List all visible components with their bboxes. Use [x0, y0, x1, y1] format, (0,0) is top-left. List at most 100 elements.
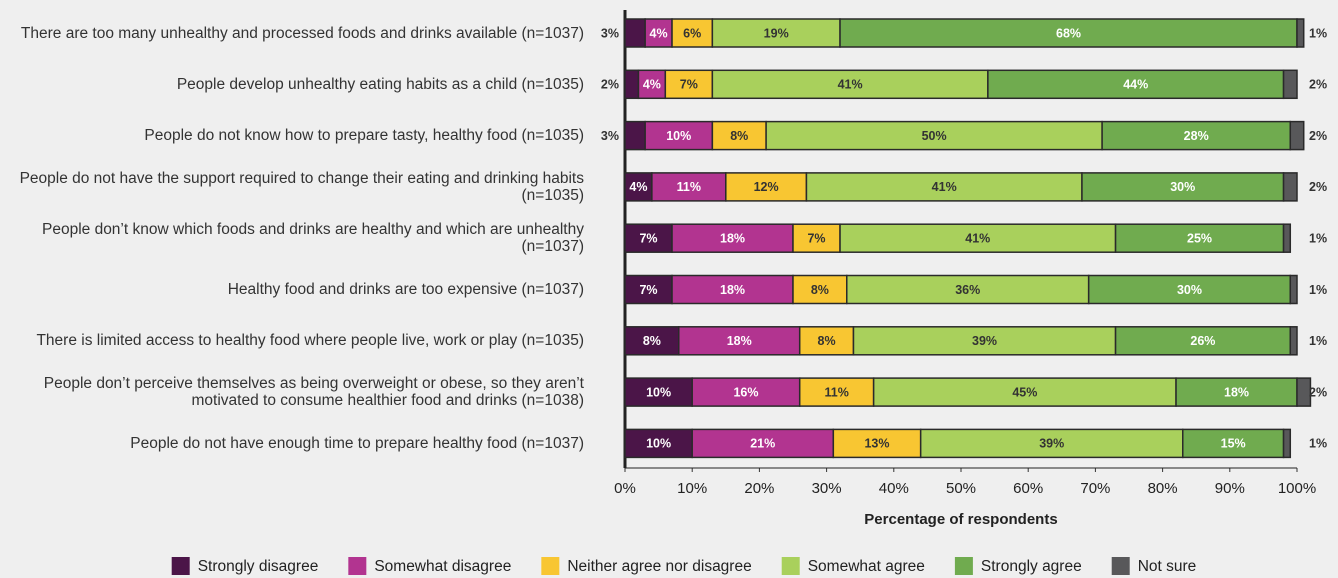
x-tick-label: 10% — [677, 480, 707, 497]
legend-label: Not sure — [1138, 558, 1197, 575]
value-label: 7% — [680, 78, 698, 92]
value-label: 4% — [643, 78, 661, 92]
value-label: 50% — [922, 129, 947, 143]
value-label: 30% — [1170, 180, 1195, 194]
bar-segment — [1114, 326, 1292, 356]
legend-label: Somewhat agree — [808, 558, 925, 575]
value-label: 41% — [932, 180, 957, 194]
value-label: 3% — [601, 26, 619, 40]
value-label: 1% — [1309, 283, 1327, 297]
bar-segment — [798, 377, 875, 407]
value-label: 28% — [1184, 129, 1209, 143]
value-label: 44% — [1123, 78, 1148, 92]
value-label: 8% — [730, 129, 748, 143]
bar-segment — [798, 326, 855, 356]
value-label: 39% — [1039, 437, 1064, 451]
bar-segment — [1282, 428, 1292, 459]
value-label: 8% — [811, 283, 829, 297]
value-label: 10% — [646, 385, 671, 399]
bar-segment — [1175, 377, 1298, 407]
bar-segment — [624, 172, 653, 202]
value-label: 18% — [720, 231, 745, 245]
bar-segment — [1282, 69, 1298, 100]
bar-segment — [852, 326, 1117, 356]
value-label: 2% — [1309, 385, 1327, 399]
category-label: People don’t perceive themselves as bein… — [43, 375, 584, 410]
legend-swatch — [781, 557, 800, 575]
bar-segment — [711, 69, 989, 100]
bar-segment — [1289, 326, 1298, 356]
bar-segment — [1296, 18, 1305, 48]
bar-segment — [832, 428, 922, 459]
bar-segment — [1182, 428, 1285, 459]
value-label: 11% — [677, 180, 701, 194]
bar-segment — [711, 18, 841, 48]
bar-segment — [1289, 120, 1305, 151]
legend-label: Strongly disagree — [198, 558, 319, 575]
category-label: People do not have enough time to prepar… — [130, 434, 584, 452]
bar-segment — [651, 172, 727, 202]
bar-segment — [1289, 274, 1298, 305]
value-label: 18% — [1224, 385, 1249, 399]
value-label: 15% — [1221, 437, 1246, 451]
value-label: 2% — [601, 78, 619, 92]
legend-swatch — [954, 557, 973, 575]
x-tick-label: 90% — [1215, 480, 1245, 497]
value-label: 4% — [650, 26, 668, 40]
value-label: 39% — [972, 334, 997, 348]
bar-segment — [671, 223, 794, 253]
value-label: 13% — [864, 437, 889, 451]
bar-segment — [839, 223, 1117, 253]
value-label: 12% — [754, 180, 779, 194]
x-tick-label: 80% — [1148, 480, 1178, 497]
value-label: 21% — [750, 437, 775, 451]
x-tick-label: 100% — [1278, 480, 1316, 497]
category-label: There is limited access to healthy food … — [36, 332, 584, 350]
bar-segment — [624, 69, 640, 100]
x-tick-label: 20% — [744, 480, 774, 497]
category-label: People do not know how to prepare tasty,… — [144, 127, 584, 145]
value-label: 2% — [1309, 78, 1327, 92]
category-label: There are too many unhealthy and process… — [20, 24, 584, 42]
value-label: 1% — [1309, 334, 1327, 348]
value-label: 2% — [1309, 129, 1327, 143]
bar-segment — [624, 223, 673, 253]
value-label: 41% — [838, 78, 863, 92]
bar-segment — [671, 18, 714, 48]
category-label: People do not have the support required … — [19, 169, 584, 204]
value-label: 2% — [1309, 180, 1327, 194]
bar-segment — [1282, 223, 1292, 253]
value-label: 68% — [1056, 26, 1081, 40]
value-label: 45% — [1012, 385, 1037, 399]
x-tick-label: 70% — [1080, 480, 1110, 497]
x-tick-label: 50% — [946, 480, 976, 497]
value-label: 1% — [1309, 231, 1327, 245]
value-label: 8% — [818, 334, 836, 348]
value-label: 10% — [646, 437, 671, 451]
value-label: 7% — [807, 231, 825, 245]
bar-segment — [1114, 223, 1285, 253]
bar-segment — [1296, 377, 1312, 407]
legend-swatch — [541, 557, 560, 575]
value-label: 16% — [733, 385, 758, 399]
value-label: 7% — [639, 231, 657, 245]
value-label: 7% — [639, 283, 657, 297]
bar-segment — [1282, 172, 1298, 202]
value-label: 11% — [825, 385, 849, 399]
bar-segment — [765, 120, 1103, 151]
bar-segment — [624, 18, 646, 48]
bar-segment — [846, 274, 1090, 305]
value-label: 18% — [727, 334, 752, 348]
bar-segment — [624, 120, 646, 151]
value-label: 8% — [643, 334, 661, 348]
value-label: 3% — [601, 129, 619, 143]
x-tick-label: 40% — [879, 480, 909, 497]
bar-segment — [691, 377, 801, 407]
value-label: 1% — [1309, 26, 1327, 40]
bar-segment — [678, 326, 801, 356]
value-label: 26% — [1190, 334, 1215, 348]
bar-segment — [624, 274, 673, 305]
legend-swatch — [1111, 557, 1130, 575]
